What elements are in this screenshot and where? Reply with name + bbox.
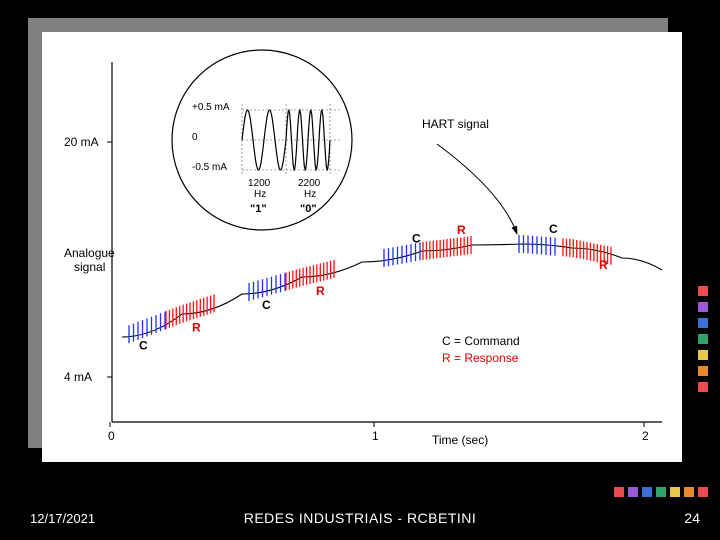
svg-text:C = Command: C = Command — [442, 334, 520, 348]
footer-page: 24 — [684, 510, 700, 526]
svg-text:Hz: Hz — [254, 189, 266, 200]
svg-text:HART signal: HART signal — [422, 117, 489, 131]
svg-text:Analogue: Analogue — [64, 246, 115, 260]
svg-text:C: C — [412, 232, 421, 246]
accent-column — [698, 280, 708, 392]
slide-root: 0 1 2 Time (sec) 20 mA 4 mA Analoguesignal C = … — [0, 0, 720, 540]
svg-text:20 mA: 20 mA — [64, 135, 99, 149]
svg-text:+0.5 mA: +0.5 mA — [192, 102, 230, 113]
figure-panel: 0 1 2 Time (sec) 20 mA 4 mA Analoguesignal C = … — [42, 32, 682, 462]
svg-text:0: 0 — [108, 429, 115, 443]
svg-text:1: 1 — [372, 429, 379, 443]
svg-text:C: C — [549, 222, 558, 236]
svg-text:signal: signal — [74, 260, 105, 274]
svg-text:1200: 1200 — [248, 178, 271, 189]
svg-text:2: 2 — [642, 429, 649, 443]
svg-text:C: C — [262, 298, 271, 312]
svg-text:R: R — [599, 258, 608, 272]
svg-text:"1": "1" — [250, 203, 267, 215]
figure-svg: 0 1 2 Time (sec) 20 mA 4 mA Analoguesignal C = … — [42, 32, 682, 462]
svg-text:R: R — [457, 223, 466, 237]
svg-text:4 mA: 4 mA — [64, 370, 92, 384]
svg-text:C: C — [139, 338, 148, 352]
svg-text:-0.5 mA: -0.5 mA — [192, 162, 227, 173]
accent-row — [610, 484, 708, 502]
svg-text:R: R — [192, 320, 201, 334]
svg-text:Time (sec): Time (sec) — [432, 433, 488, 447]
footer-title: REDES INDUSTRIAIS - RCBETINI — [0, 510, 720, 526]
svg-text:Hz: Hz — [304, 189, 316, 200]
svg-text:0: 0 — [192, 132, 198, 143]
svg-text:R = Response: R = Response — [442, 351, 519, 365]
svg-text:2200: 2200 — [298, 178, 321, 189]
svg-text:"0": "0" — [300, 203, 317, 215]
svg-text:R: R — [316, 284, 325, 298]
